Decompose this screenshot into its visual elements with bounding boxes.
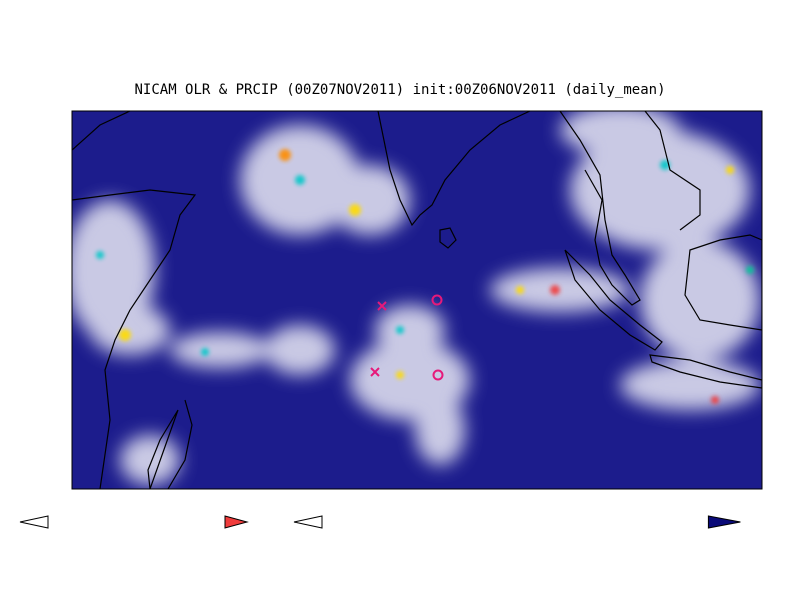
colorbar-over — [224, 515, 249, 529]
colorbar-under — [19, 515, 49, 529]
map-frame — [71, 110, 763, 490]
colorbar-over — [707, 515, 741, 529]
colorbars — [19, 515, 741, 529]
map-title: NICAM OLR & PRCIP (00Z07NOV2011) init:00… — [134, 82, 665, 98]
colorbar-under — [293, 515, 323, 529]
map-field — [72, 111, 762, 489]
